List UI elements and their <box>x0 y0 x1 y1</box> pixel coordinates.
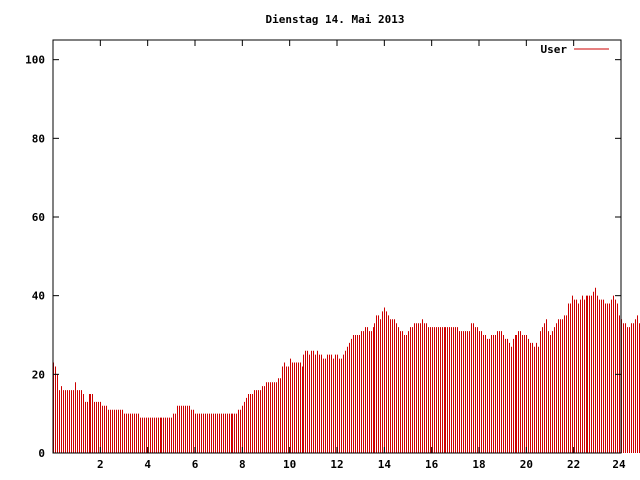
x-tick-label: 16 <box>425 458 439 471</box>
x-tick-label: 8 <box>239 458 246 471</box>
x-tick-label: 10 <box>283 458 296 471</box>
x-tick-label: 20 <box>520 458 533 471</box>
x-tick-label: 6 <box>192 458 199 471</box>
x-tick-label: 14 <box>378 458 392 471</box>
y-tick-label: 40 <box>32 290 45 303</box>
x-tick-label: 22 <box>567 458 580 471</box>
y-tick-label: 20 <box>32 368 45 381</box>
y-tick-label: 0 <box>38 447 45 460</box>
x-tick-label: 4 <box>144 458 151 471</box>
y-tick-label: 80 <box>32 132 45 145</box>
chart-title: Dienstag 14. Mai 2013 <box>265 13 404 26</box>
bars-group <box>53 287 640 453</box>
x-tick-label: 2 <box>97 458 104 471</box>
x-tick-label: 24 <box>612 458 626 471</box>
y-tick-label: 60 <box>32 211 45 224</box>
y-tick-label: 100 <box>25 54 45 67</box>
x-tick-label: 18 <box>472 458 485 471</box>
legend-label-user: User <box>541 43 568 56</box>
legend: User <box>541 43 609 56</box>
x-tick-label: 12 <box>330 458 343 471</box>
